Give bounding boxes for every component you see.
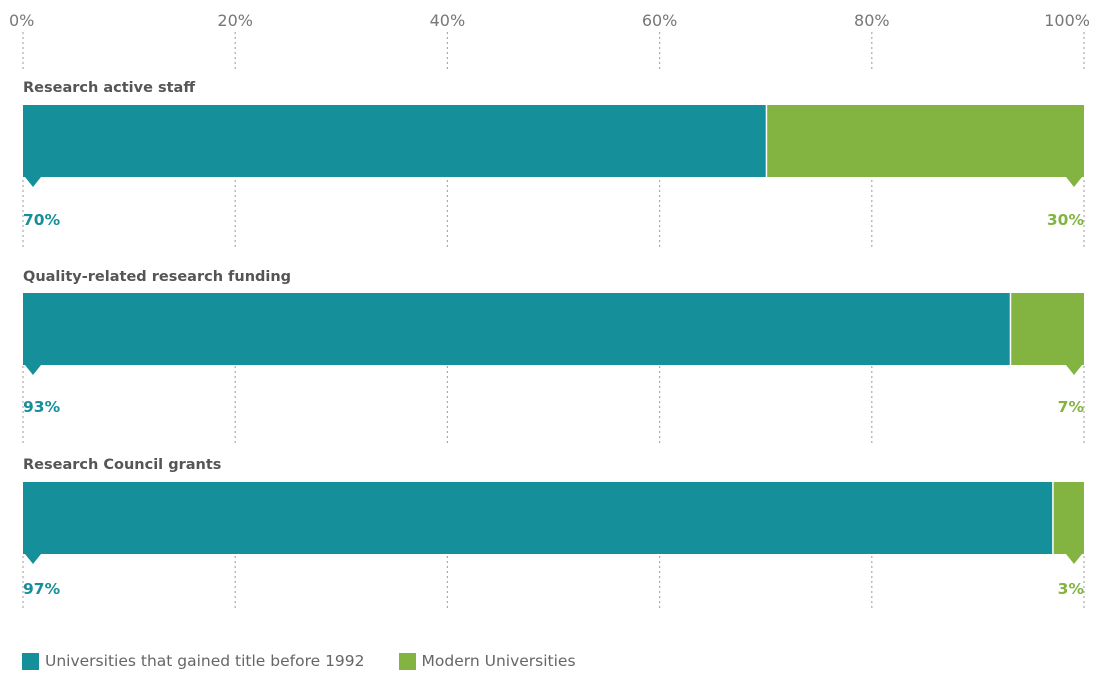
bar-modern-1 <box>1011 293 1084 365</box>
tick-label-80: 80% <box>854 11 890 30</box>
labels: Research active staff 70% 30% Quality-relat… <box>23 80 1084 598</box>
legend: Universities that gained title before 19… <box>22 652 610 670</box>
marker-modern-0 <box>1066 177 1082 187</box>
bar-pre-1992-1 <box>23 293 1010 365</box>
tick-label-40: 40% <box>430 11 466 30</box>
legend-swatch-modern <box>398 652 416 670</box>
value-label-pre-1992-2: 97% <box>23 580 61 598</box>
category-label-1: Quality-related research funding <box>23 269 291 285</box>
tick-label-20: 20% <box>217 11 253 30</box>
bar-pre-1992-0 <box>23 105 766 177</box>
tick-label-0: 0% <box>9 11 34 30</box>
gridlines <box>22 32 1085 610</box>
category-label-0: Research active staff <box>23 80 195 96</box>
legend-label-modern: Modern Universities <box>421 652 576 670</box>
marker-pre-1992-2 <box>25 554 41 564</box>
marker-modern-2 <box>1066 554 1082 564</box>
legend-label-pre-1992: Universities that gained title before 19… <box>45 652 365 670</box>
bar-modern-0 <box>767 105 1084 177</box>
value-label-modern-2: 3% <box>1058 580 1085 598</box>
value-label-pre-1992-1: 93% <box>23 398 61 416</box>
value-label-modern-0: 30% <box>1047 211 1085 229</box>
tick-label-60: 60% <box>642 11 678 30</box>
stacked-bar-chart: 0% 20% 40% 60% 80% 100% Research active staff… <box>9 11 1090 610</box>
marker-pre-1992-0 <box>25 177 41 187</box>
bar-modern-2 <box>1053 482 1084 554</box>
tick-label-100: 100% <box>1044 11 1090 30</box>
marker-modern-1 <box>1066 365 1082 375</box>
value-label-pre-1992-0: 70% <box>23 211 61 229</box>
legend-item-modern: Modern Universities <box>398 652 576 670</box>
category-label-2: Research Council grants <box>23 457 221 473</box>
x-axis-ticks: 0% 20% 40% 60% 80% 100% <box>9 11 1090 30</box>
marker-pre-1992-1 <box>25 365 41 375</box>
legend-swatch-pre-1992 <box>22 652 39 670</box>
legend-item-pre-1992: Universities that gained title before 19… <box>22 652 365 670</box>
bars <box>23 105 1084 564</box>
value-label-modern-1: 7% <box>1058 398 1085 416</box>
bar-pre-1992-2 <box>23 482 1053 554</box>
